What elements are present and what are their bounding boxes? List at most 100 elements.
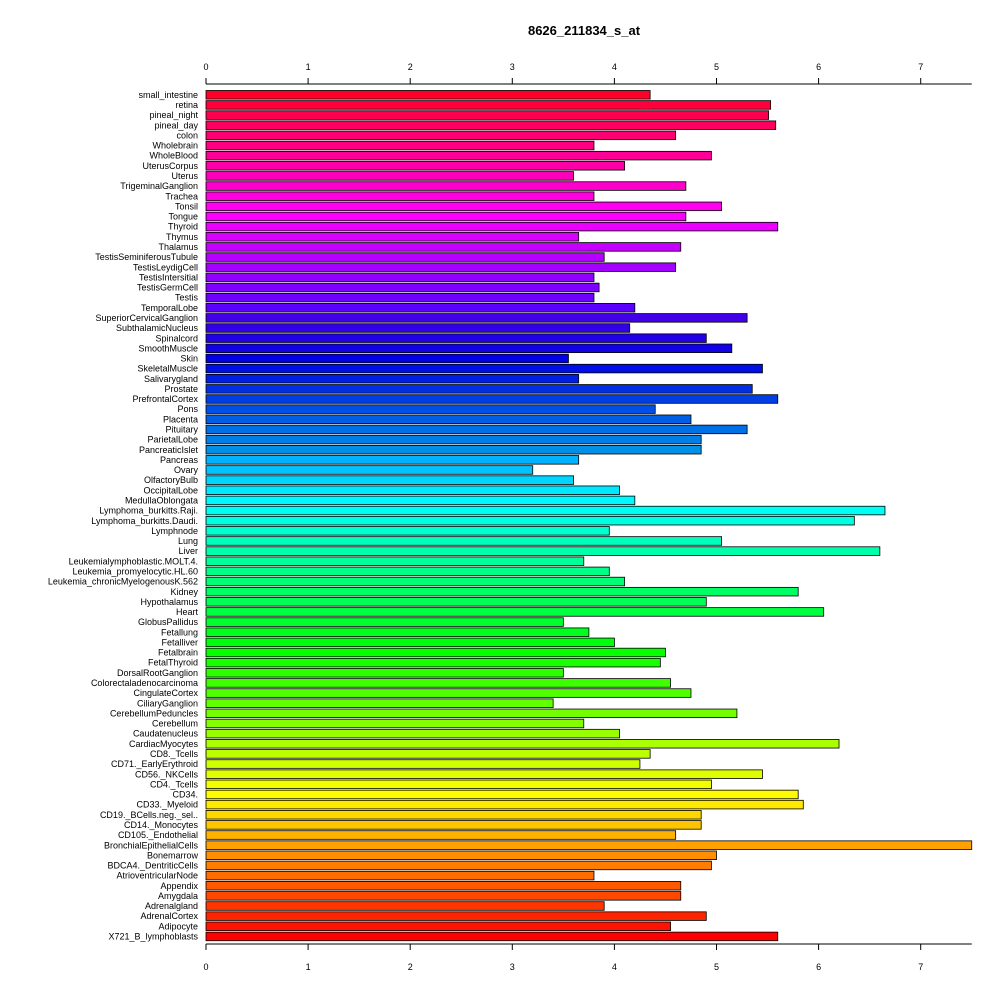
bar-thyroid [205, 221, 779, 232]
bottom-x-axis: 0 1 2 3 4 5 6 7 [203, 943, 972, 972]
category-label: TestisIntersitial [139, 272, 198, 282]
category-label: Thymus [166, 232, 199, 242]
category-label: pineal_day [154, 120, 198, 130]
bar-pancreaticislet [205, 444, 702, 455]
bar-medullaoblongata [205, 495, 636, 506]
bar-fetallung [205, 627, 590, 637]
category-label: TestisLeydigCell [133, 262, 198, 272]
category-label: CD71._EarlyErythroid [111, 759, 198, 769]
bar-prefrontalcortex [205, 394, 779, 404]
category-label: Adipocyte [158, 921, 198, 931]
bar-leukemia-promyelocytic-hl-60 [205, 566, 610, 577]
category-label: Pons [177, 404, 198, 414]
bar-ciliaryganglion [205, 698, 554, 708]
bar-cingulatecortex [205, 688, 692, 698]
category-label: X721_B_lymphoblasts [108, 932, 198, 942]
bar-lymphnode [205, 526, 610, 536]
category-label: Cerebellum [152, 719, 198, 729]
bar-cd8-tcells [205, 749, 651, 759]
category-label: CD33._Myeloid [136, 800, 198, 810]
bar-adrenalgland [205, 901, 605, 911]
bar-cd105-endothelial [205, 830, 677, 840]
bar-cd56-nkcells [205, 769, 763, 779]
axis-tick-label: 2 [408, 962, 413, 972]
category-label: GlobusPallidus [138, 617, 199, 627]
bar-cd19-bcells-neg-sel [205, 810, 702, 820]
bar-cardiacmyocytes [205, 739, 840, 749]
axis-tick-label: 5 [714, 62, 719, 72]
category-label: Tongue [168, 212, 198, 222]
category-label: CD34. [172, 790, 198, 800]
category-label: Ovary [174, 465, 199, 475]
category-label: CD19._BCells.neg._sel.. [100, 810, 198, 820]
category-label: Salivarygland [144, 374, 198, 384]
bar-liver [205, 546, 881, 556]
category-label: CD8._Tcells [150, 749, 199, 759]
bar-adipocyte [205, 921, 671, 931]
category-label: Leukemia_chronicMyelogenousK.562 [48, 577, 198, 587]
bar-bonemarrow [205, 850, 717, 861]
category-label: SuperiorCervicalGanglion [95, 313, 198, 323]
bar-superiorcervicalganglion [205, 313, 748, 323]
category-label: Thyroid [168, 222, 198, 232]
bar-parietallobe [205, 434, 702, 445]
bar-smoothmuscle [205, 343, 733, 354]
bar-ovary [205, 465, 534, 475]
bar-testisintersitial [205, 272, 595, 283]
axis-tick-label: 7 [918, 62, 923, 72]
bar-trigeminalganglion [205, 181, 687, 191]
category-label: SubthalamicNucleus [116, 323, 199, 333]
bar-atrioventricularnode [205, 870, 595, 881]
bar-pineal-night [205, 110, 769, 120]
bar-pancreas [205, 455, 580, 465]
bar-globuspallidus [205, 617, 564, 627]
bar-tongue [205, 211, 687, 222]
bar-salivarygland [205, 374, 580, 384]
category-label: BDCA4._DentriticCells [107, 861, 198, 871]
bar-thymus [205, 232, 580, 242]
category-label: Tonsil [175, 201, 198, 211]
category-label: pineal_night [149, 110, 198, 120]
category-label: Leukemialymphoblastic.MOLT.4. [69, 556, 198, 566]
category-label: BronchialEpithelialCells [104, 840, 199, 850]
bar-uteruscorpus [205, 161, 626, 171]
category-label: CingulateCortex [133, 688, 198, 698]
category-label: Fetalbrain [158, 648, 198, 658]
category-label: Prostate [164, 384, 198, 394]
bar-cd4-tcells [205, 779, 712, 790]
category-label: SkeletalMuscle [137, 364, 198, 374]
axis-tick-label: 2 [408, 62, 413, 72]
category-label: TestisSeminiferousTubule [95, 252, 198, 262]
category-label: DorsalRootGanglion [117, 668, 198, 678]
bar-amygdala [205, 891, 682, 901]
category-label: FetalThyroid [148, 658, 198, 668]
axis-tick-label: 5 [714, 962, 719, 972]
category-label: CD105._Endothelial [118, 830, 198, 840]
category-label: TrigeminalGanglion [120, 181, 198, 191]
category-label: PrefrontalCortex [132, 394, 198, 404]
bar-temporallobe [205, 303, 636, 313]
category-label: Pancreas [160, 455, 199, 465]
axis-tick-label: 4 [612, 62, 617, 72]
category-label: ParietalLobe [147, 435, 198, 445]
bar-spinalcord [205, 333, 707, 343]
category-label: Caudatenucleus [133, 729, 199, 739]
bar-leukemia-chronicmyelogenousk-562 [205, 576, 626, 587]
bar-bdca4-dentriticcells [205, 860, 712, 871]
category-label: AdrenalCortex [140, 911, 198, 921]
category-label: Pituitary [165, 425, 198, 435]
bar-pons [205, 404, 656, 414]
bar-hypothalamus [205, 597, 707, 607]
category-label: TemporalLobe [141, 303, 198, 313]
category-label: MedullaOblongata [125, 496, 198, 506]
bar-thalamus [205, 242, 682, 252]
bar-caudatenucleus [205, 728, 620, 739]
bar-pituitary [205, 424, 748, 435]
bar-pineal-day [205, 120, 777, 130]
bar-leukemialymphoblastic-molt-4 [205, 556, 585, 566]
category-label: Thalamus [158, 242, 198, 252]
category-label: Liver [178, 546, 198, 556]
bar-testisgermcell [205, 282, 600, 293]
category-label: colon [176, 130, 198, 140]
